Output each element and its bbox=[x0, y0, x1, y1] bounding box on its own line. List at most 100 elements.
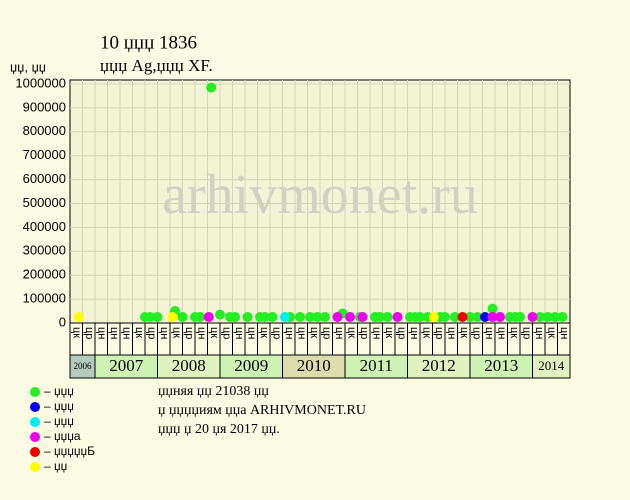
chart-subtitle: џџџ Ag,џџџ XF. bbox=[100, 56, 213, 75]
legend-marker bbox=[30, 417, 40, 427]
y-tick-label: 1000000 bbox=[15, 75, 66, 90]
data-point bbox=[487, 312, 498, 323]
column-label: цк bbox=[308, 327, 320, 338]
data-point bbox=[487, 303, 498, 314]
column-label: цр bbox=[183, 327, 195, 339]
legend-label: – џџџ bbox=[44, 414, 74, 428]
column-label: цн bbox=[245, 327, 257, 339]
year-label: 2014 bbox=[538, 358, 565, 373]
column-label: цк bbox=[383, 327, 395, 338]
data-point bbox=[312, 312, 323, 323]
data-point bbox=[550, 312, 560, 323]
y-tick-label: 400000 bbox=[23, 219, 66, 234]
column-label: цн bbox=[495, 327, 507, 339]
y-tick-label: 0 bbox=[59, 314, 66, 329]
data-point bbox=[535, 312, 545, 323]
data-point bbox=[73, 312, 84, 323]
column-label: цр bbox=[520, 327, 532, 339]
column-label: цн bbox=[120, 327, 132, 339]
data-point bbox=[215, 309, 225, 320]
column-label: цк bbox=[170, 327, 182, 338]
column-label: цр bbox=[433, 327, 445, 339]
data-point bbox=[242, 312, 253, 323]
data-point bbox=[515, 312, 525, 323]
legend-label: – џџџа bbox=[44, 429, 81, 443]
legend-marker bbox=[30, 387, 40, 397]
data-point bbox=[280, 312, 290, 323]
year-cell bbox=[532, 354, 571, 379]
column-label: цн bbox=[370, 327, 382, 339]
data-point bbox=[332, 312, 343, 323]
data-point bbox=[480, 312, 490, 323]
legend-label: – џџ bbox=[44, 459, 67, 473]
footer-text: џџняя џџ 21038 џџ bbox=[158, 384, 269, 399]
column-label: цр bbox=[470, 327, 482, 339]
footer-text: џ џџџџиям џџа ARHIVMONET.RU bbox=[158, 403, 366, 418]
y-tick-label: 300000 bbox=[23, 243, 66, 258]
column-label: цр bbox=[358, 327, 370, 339]
y-tick-label: 700000 bbox=[23, 147, 66, 162]
data-point bbox=[345, 312, 355, 323]
column-label: цк bbox=[458, 327, 470, 338]
data-point bbox=[428, 312, 439, 323]
data-point bbox=[295, 312, 305, 323]
data-point bbox=[392, 312, 403, 323]
column-label: цк bbox=[545, 327, 557, 338]
y-tick-label: 600000 bbox=[23, 171, 66, 186]
column-label: цр bbox=[320, 327, 332, 339]
data-point bbox=[152, 312, 163, 323]
data-point bbox=[472, 312, 483, 323]
year-label: 2008 bbox=[172, 356, 206, 375]
data-point bbox=[465, 312, 475, 323]
column-label: цн bbox=[108, 327, 120, 339]
y-tick-label: 800000 bbox=[23, 123, 66, 138]
data-point bbox=[206, 82, 217, 93]
column-label: цк bbox=[420, 327, 432, 338]
column-label: цн bbox=[158, 327, 170, 339]
column-label: цр bbox=[145, 327, 157, 339]
data-point bbox=[457, 312, 468, 323]
data-point bbox=[167, 312, 178, 323]
data-point bbox=[415, 312, 425, 323]
data-point bbox=[177, 312, 188, 323]
y-tick-label: 200000 bbox=[23, 267, 66, 282]
chart-title: 10 џџџ 1836 bbox=[100, 32, 197, 53]
data-point bbox=[375, 312, 385, 323]
year-label: 2012 bbox=[422, 356, 456, 375]
data-point bbox=[230, 312, 240, 323]
legend-marker bbox=[30, 402, 40, 412]
column-label: цн bbox=[408, 327, 420, 339]
column-label: цн bbox=[445, 327, 457, 339]
year-label: 2013 bbox=[484, 356, 518, 375]
year-label: 2007 bbox=[109, 356, 144, 375]
year-label: 2010 bbox=[297, 356, 331, 375]
data-point bbox=[357, 312, 368, 323]
data-point bbox=[260, 312, 270, 323]
data-point bbox=[495, 312, 505, 323]
data-point bbox=[450, 312, 460, 323]
data-point bbox=[557, 312, 568, 323]
legend-marker bbox=[30, 432, 40, 442]
column-label: цн bbox=[95, 327, 107, 339]
column-label: цк bbox=[70, 327, 82, 338]
column-label: цн bbox=[295, 327, 307, 339]
column-label: цн bbox=[558, 327, 570, 339]
column-label: цк bbox=[345, 327, 357, 338]
data-point bbox=[542, 312, 553, 323]
legend-label: – џџџ bbox=[44, 399, 74, 413]
column-label: цн bbox=[483, 327, 495, 339]
data-point bbox=[527, 312, 538, 323]
column-label: цк bbox=[508, 327, 520, 338]
column-label: цн bbox=[233, 327, 245, 339]
year-label: 2009 bbox=[234, 356, 268, 375]
y-tick-label: 900000 bbox=[23, 99, 66, 114]
column-label: цк bbox=[258, 327, 270, 338]
data-point bbox=[145, 312, 155, 323]
column-label: цк bbox=[208, 327, 220, 338]
data-point bbox=[195, 312, 205, 323]
column-label: цк bbox=[133, 327, 145, 338]
column-label: цн bbox=[533, 327, 545, 339]
column-label: цн bbox=[283, 327, 295, 339]
data-point bbox=[305, 312, 315, 323]
